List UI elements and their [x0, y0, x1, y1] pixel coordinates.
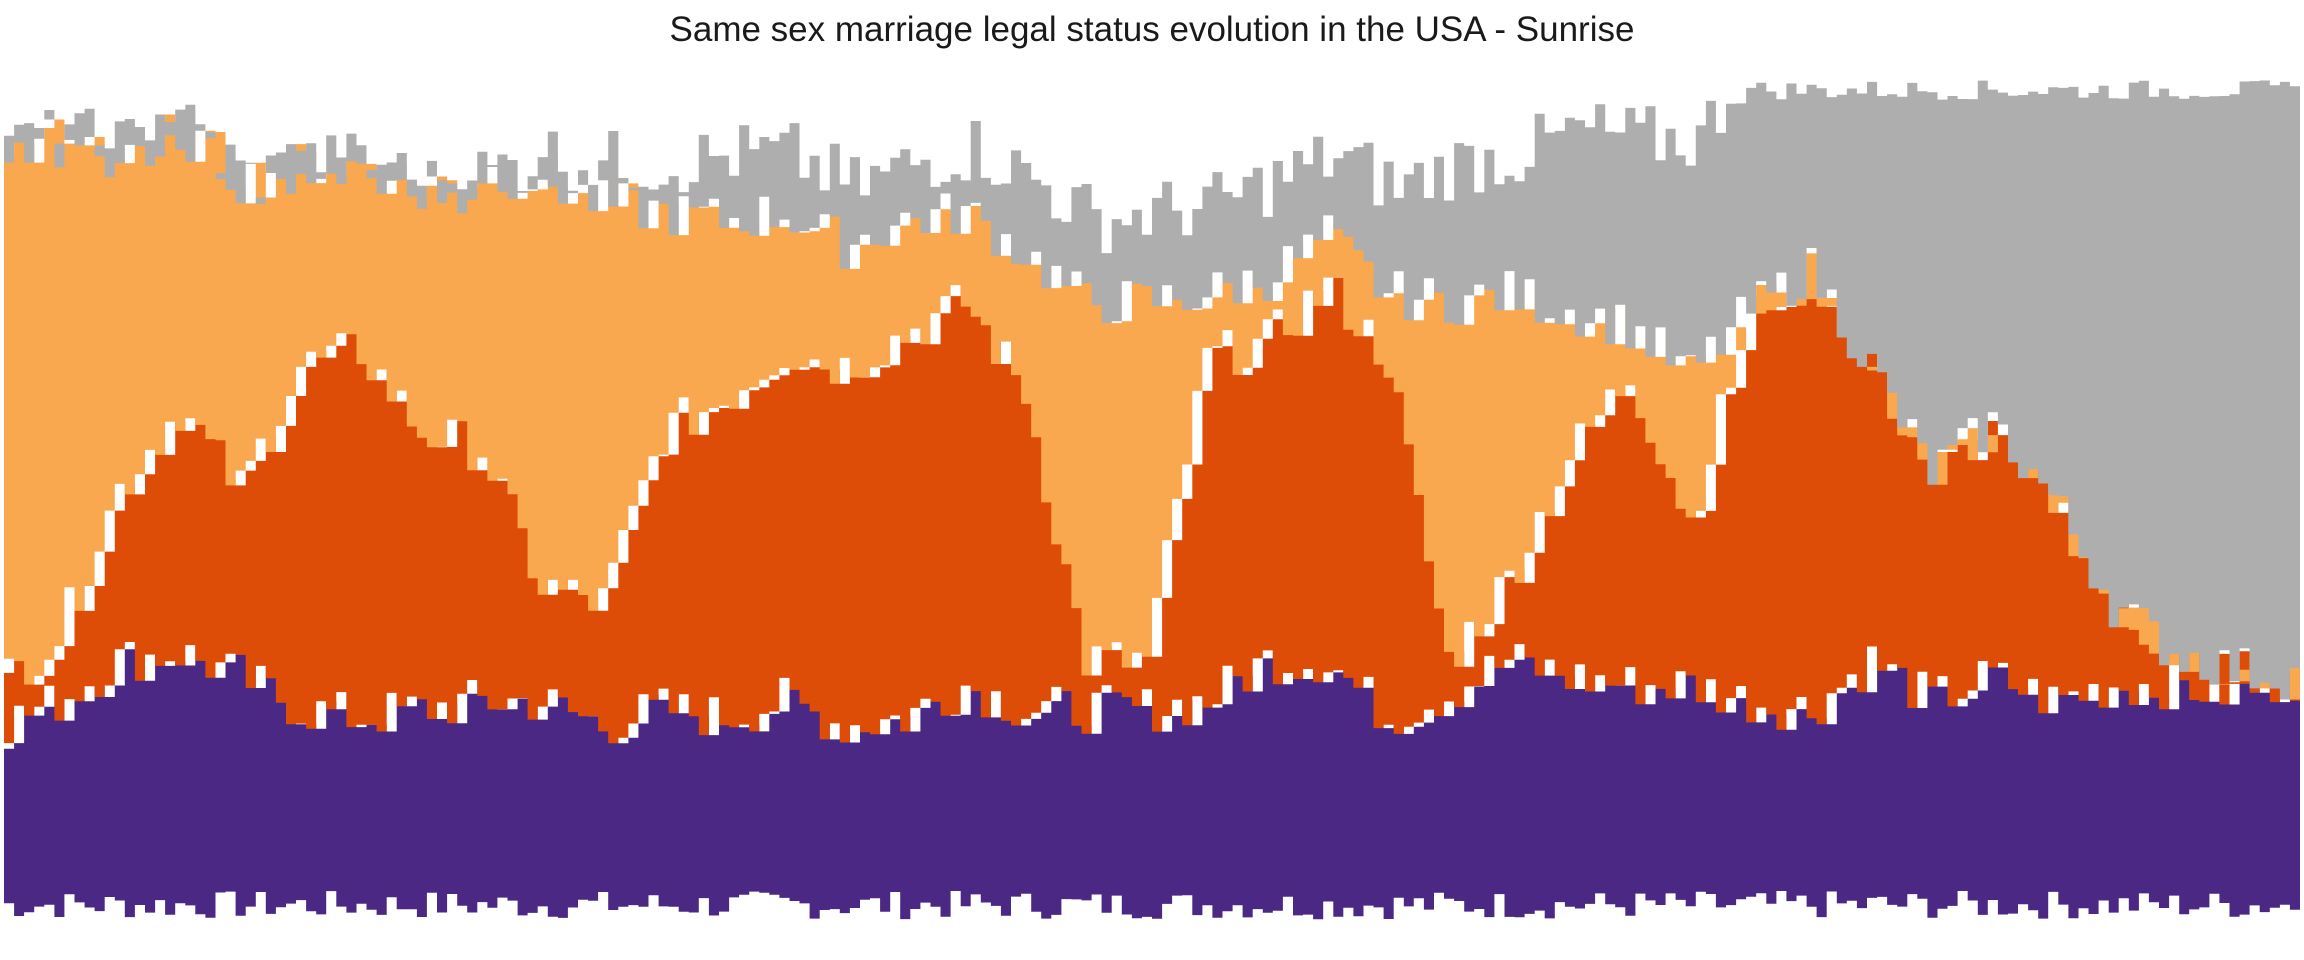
stream-layer-gray	[4, 80, 2300, 700]
chart-title: Same sex marriage legal status evolution…	[669, 10, 1635, 49]
stream-layer-dark_orange	[4, 253, 2300, 749]
stream-layers	[4, 80, 2300, 920]
stream-layer-light_orange	[4, 109, 2300, 700]
